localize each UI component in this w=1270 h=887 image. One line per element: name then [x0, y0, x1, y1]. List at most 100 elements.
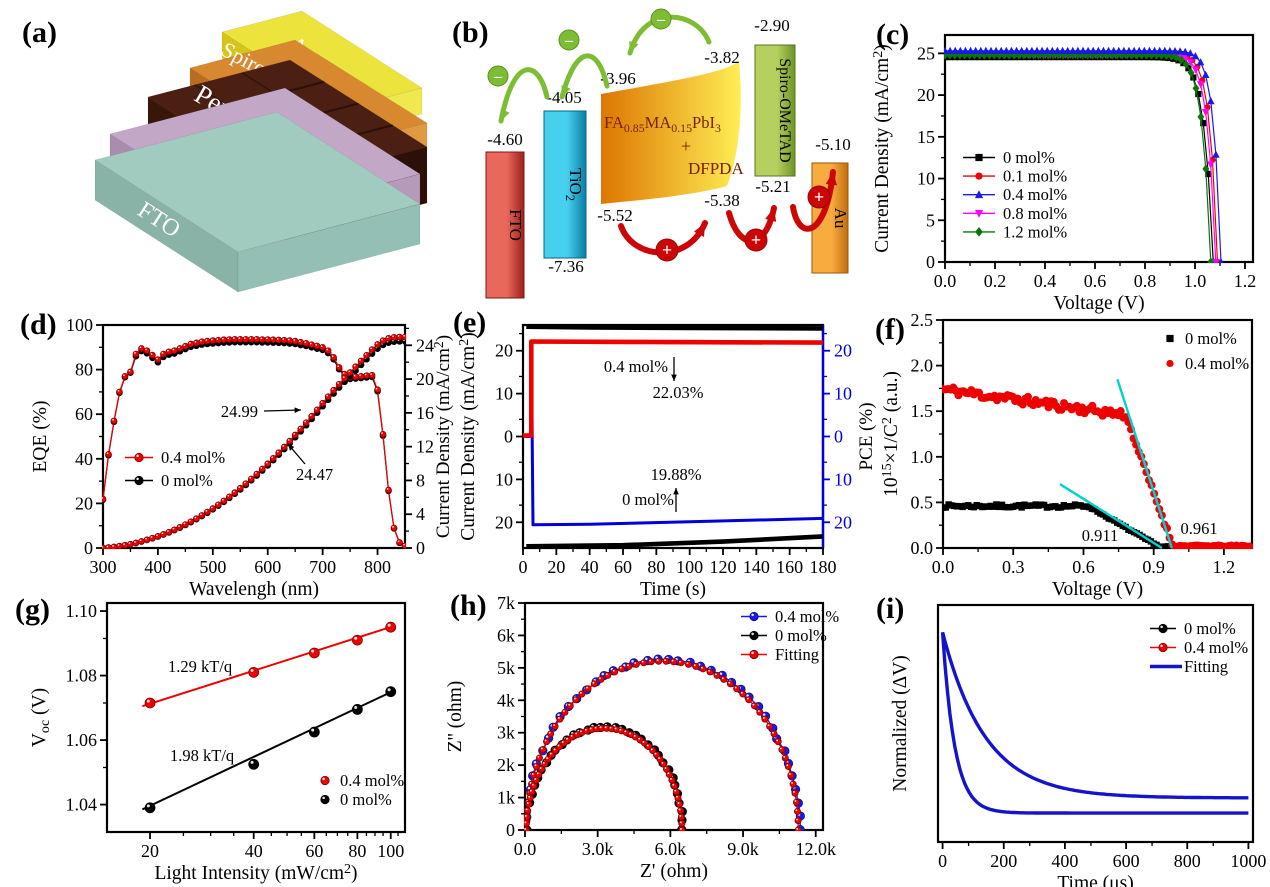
data-point: [1160, 54, 1167, 61]
data-point-highlight: [353, 374, 356, 377]
data-point-highlight: [721, 677, 724, 680]
data-point: [390, 334, 398, 341]
y2-tick-label: 10: [834, 469, 852, 489]
data-point-highlight: [354, 706, 358, 710]
data-point: [204, 337, 211, 345]
energy-bar-label: TiO2: [563, 168, 585, 201]
y-tick-label: 0: [506, 820, 515, 840]
data-point: [524, 807, 532, 815]
data-point-highlight: [527, 786, 531, 790]
data-point: [604, 671, 612, 679]
data-point-highlight: [537, 755, 540, 758]
data-point-highlight: [311, 728, 315, 732]
data-point: [684, 660, 692, 668]
data-point-highlight: [167, 530, 169, 532]
data-point-highlight: [656, 659, 659, 662]
data-point: [677, 659, 685, 667]
data-point: [1181, 55, 1190, 63]
data-point: [1140, 46, 1149, 54]
data-point-highlight: [123, 374, 125, 377]
energy-level-value: -5.38: [704, 191, 739, 210]
data-point-highlight: [525, 808, 528, 811]
data-point: [551, 722, 559, 730]
data-point-highlight: [145, 348, 147, 351]
data-point-highlight: [680, 827, 682, 830]
data-point-highlight: [672, 783, 675, 786]
data-point-highlight: [562, 710, 565, 713]
data-point-highlight: [145, 537, 147, 540]
data-point-highlight: [594, 726, 597, 729]
data-point: [1054, 50, 1062, 60]
data-point: [401, 333, 406, 341]
y2-tick-label: 8: [416, 470, 425, 490]
panel-a-label: (a): [22, 16, 57, 49]
x-tick-label: 1.2: [1213, 557, 1236, 577]
data-point: [242, 335, 250, 343]
data-point-highlight: [106, 452, 109, 455]
electron-minus-sign: –: [656, 11, 666, 28]
data-point: [220, 336, 228, 344]
data-point: [793, 807, 801, 815]
data-point: [291, 431, 299, 439]
data-point-highlight: [282, 338, 285, 340]
panel-d-label: (d): [20, 308, 57, 341]
data-point-highlight: [638, 737, 641, 740]
data-point: [275, 336, 283, 344]
data-point-highlight: [386, 336, 389, 339]
data-point: [116, 542, 123, 549]
y2-tick-label: 4: [416, 504, 425, 524]
data-point: [770, 730, 778, 738]
x-tick-label: 0.0: [932, 557, 955, 577]
data-point-highlight: [337, 365, 340, 368]
data-point: [951, 46, 960, 54]
data-point-highlight: [579, 730, 582, 733]
y-tick-label: 60: [75, 404, 93, 424]
data-point-highlight: [584, 728, 587, 731]
data-point-highlight: [776, 739, 779, 742]
legend-item: 0.4 mol%: [963, 185, 1067, 204]
data-point: [1022, 46, 1031, 54]
data-point: [1180, 59, 1187, 67]
data-point: [154, 356, 162, 363]
data-point-highlight: [627, 664, 629, 667]
data-point-highlight: [359, 374, 361, 377]
data-point: [1204, 104, 1211, 111]
data-point: [1191, 51, 1200, 60]
perovskite-plus: +: [681, 136, 691, 156]
panel-b-energy-diagram: FTO-4.60TiO2-4.05-7.36Spiro-OMeTAD-2.90-…: [485, 8, 851, 299]
y2-tick-label: 20: [416, 369, 434, 389]
annotation: 0.961: [1180, 519, 1217, 538]
y-tick-label: 0.5: [911, 492, 934, 512]
data-point-highlight: [216, 338, 219, 340]
y-tick-label: 7k: [497, 593, 515, 613]
data-point: [976, 46, 985, 54]
data-point-highlight: [146, 804, 150, 808]
data-point-highlight: [167, 349, 169, 352]
data-point-highlight: [570, 734, 573, 737]
annotation: 1.29 kT/q: [168, 657, 232, 676]
y-tick-label: 1.0: [911, 447, 934, 467]
data-point: [308, 726, 320, 738]
data-point-highlight: [322, 796, 325, 800]
electron-minus-sign: –: [493, 68, 503, 85]
legend-item: 0.4 mol%: [320, 771, 404, 790]
data-point-highlight: [260, 466, 263, 469]
electron-icon: [558, 29, 580, 51]
x-tick-label: 9.0k: [727, 839, 759, 859]
data-point: [286, 437, 293, 445]
x-tick-label: 0.6: [1072, 557, 1095, 577]
data-point-highlight: [232, 337, 235, 340]
hole-icon: [807, 185, 831, 209]
data-point-highlight: [183, 344, 186, 346]
data-point: [971, 46, 980, 54]
electron-transfer-arrow: –: [558, 29, 610, 100]
x-tick-label: 100: [676, 557, 703, 577]
panel-c-frame: [943, 33, 1255, 264]
data-point: [774, 738, 782, 746]
data-point-highlight: [795, 809, 798, 812]
data-point: [678, 819, 686, 827]
panel-g-label: (g): [15, 593, 50, 626]
data-point-highlight: [649, 659, 652, 662]
data-point-highlight: [693, 664, 696, 667]
hole-plus-sign: +: [662, 240, 672, 260]
